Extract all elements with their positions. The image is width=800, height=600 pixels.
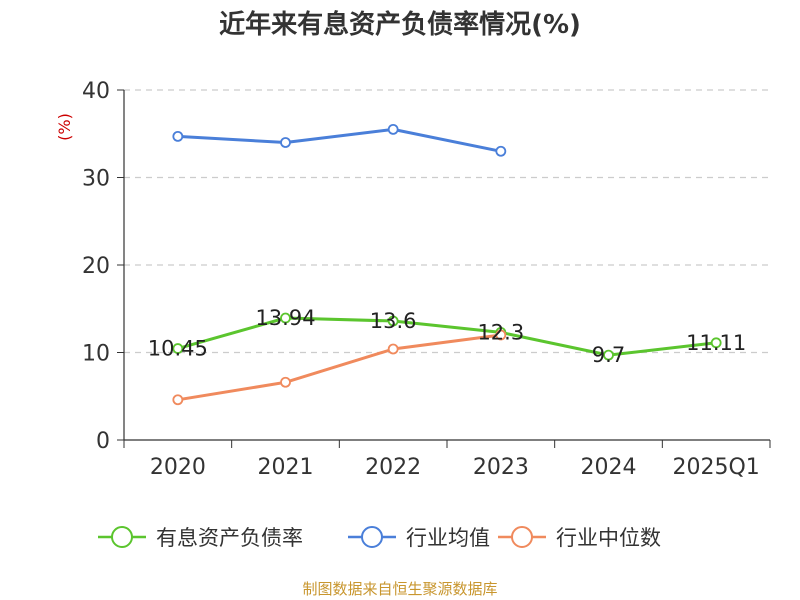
data-point	[280, 312, 291, 324]
axes: 0 10 20 30 40 (%) 2020 2021 2022 2023 2024 2025Q1	[55, 79, 771, 480]
y-tick-label: 30	[82, 167, 110, 192]
data-point	[387, 315, 399, 327]
data-point	[387, 123, 399, 135]
y-tick-label: 10	[82, 342, 110, 367]
series-line-0	[177, 316, 717, 357]
series-line-2	[177, 333, 501, 402]
data-label: 9.7	[592, 343, 625, 367]
data-point	[172, 130, 184, 142]
legend-marker-1	[361, 526, 383, 548]
series-line-1	[177, 127, 502, 153]
data-point	[603, 349, 614, 361]
data-point	[280, 376, 291, 388]
data-point	[172, 343, 184, 354]
data-point	[387, 343, 399, 355]
x-tick-label-2023: 2023	[473, 455, 529, 480]
grid-lines	[124, 89, 770, 354]
legend-marker-0	[111, 526, 133, 548]
data-point	[495, 329, 507, 341]
legend-label-1: 行业均值	[406, 526, 490, 550]
chart-title: 近年来有息资产负债率情况(%)	[219, 10, 581, 40]
x-tick-label-2021: 2021	[258, 455, 314, 480]
y-tick-label: 0	[96, 429, 110, 454]
legend-marker-2	[511, 526, 533, 548]
data-label: 13.94	[255, 306, 315, 330]
data-point	[495, 145, 507, 157]
x-tick-label-2025Q1: 2025Q1	[673, 455, 760, 480]
legend: 有息资产负债率 行业均值 行业中位数	[98, 526, 661, 550]
y-tick-label: 20	[82, 254, 110, 279]
data-label: 12.3	[477, 320, 524, 344]
x-tick-label-2020: 2020	[150, 455, 206, 480]
legend-label-2: 行业中位数	[556, 526, 661, 550]
data-label: 10.45	[148, 337, 208, 361]
legend-label-0: 有息资产负债率	[156, 526, 303, 550]
x-tick-label-2022: 2022	[365, 455, 421, 480]
data-point	[280, 137, 291, 148]
data-point	[172, 394, 184, 406]
x-tick-label-2024: 2024	[581, 455, 637, 480]
y-axis-label: (%)	[55, 113, 74, 141]
data-label: 11.11	[686, 331, 746, 355]
data-point	[710, 337, 722, 349]
data-source: 制图数据来自恒生聚源数据库	[302, 580, 498, 598]
y-tick-label: 40	[82, 79, 110, 104]
data-label: 13.6	[370, 309, 417, 333]
data-labels: 10.45 13.94 13.6 12.3 9.7 11.11	[148, 306, 746, 367]
series	[172, 123, 722, 406]
